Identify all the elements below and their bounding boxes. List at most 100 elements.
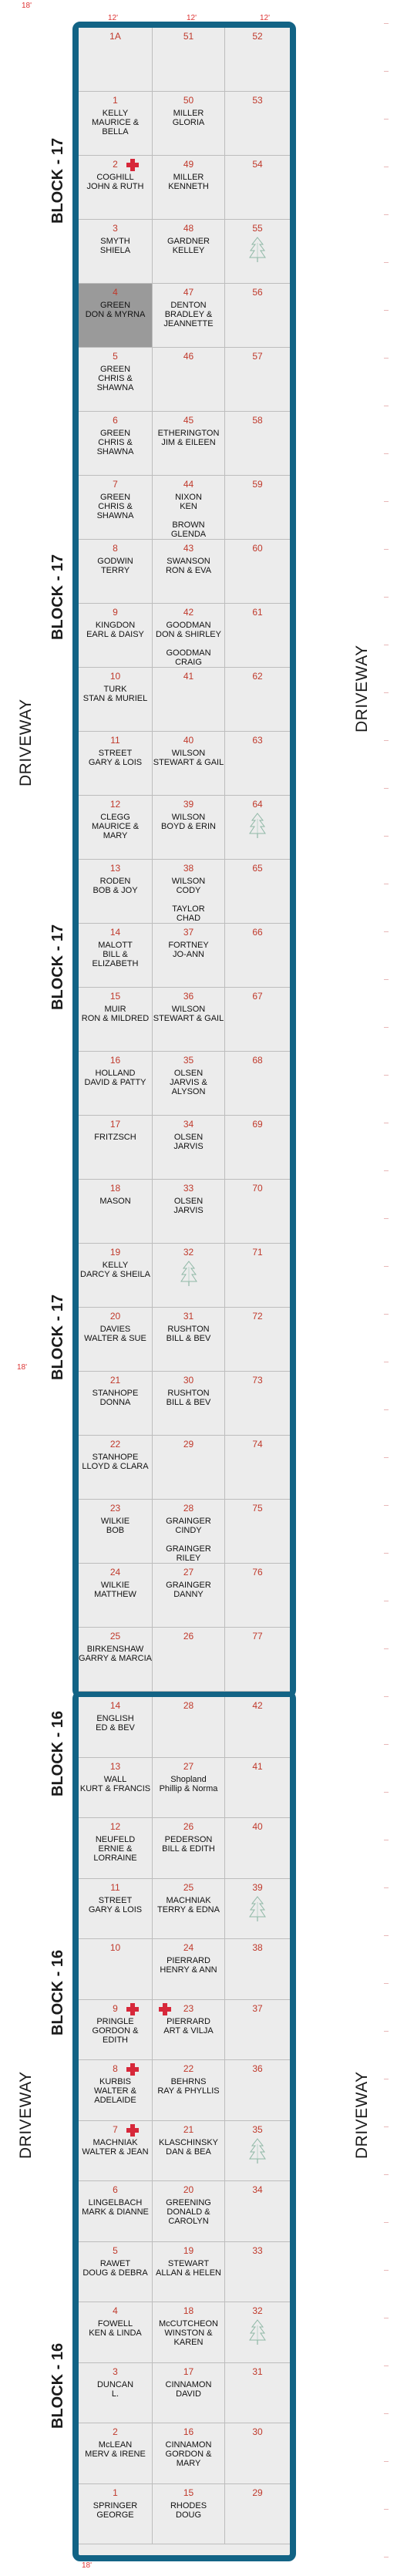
plot-block16-29[interactable]: 29 (225, 2483, 290, 2544)
plot-block16-11[interactable]: 11 STREET GARY & LOIS (79, 1878, 153, 1939)
plot-block17-57[interactable]: 57 (225, 348, 290, 412)
plot-block16-23[interactable]: 23 PIERRARD ART & VILJA (153, 1999, 225, 2060)
plot-block16-21[interactable]: 21 KLASCHINSKY DAN & BEA (153, 2120, 225, 2181)
plot-block17-53[interactable]: 53 (225, 92, 290, 156)
plot-block17-43[interactable]: 43 SWANSON RON & EVA (153, 540, 225, 604)
plot-block17-22[interactable]: 22 STANHOPE LLOYD & CLARA (79, 1436, 153, 1500)
plot-block17-73[interactable]: 73 (225, 1372, 290, 1436)
plot-block17-2[interactable]: 2 COGHILL JOHN & RUTH (79, 156, 153, 220)
plot-block17-60[interactable]: 60 (225, 540, 290, 604)
plot-block17-16[interactable]: 16 HOLLAND DAVID & PATTY (79, 1052, 153, 1116)
plot-block17-37[interactable]: 37 FORTNEY JO-ANN (153, 924, 225, 988)
plot-block17-17[interactable]: 17 FRITZSCH (79, 1116, 153, 1180)
plot-block17-54[interactable]: 54 (225, 156, 290, 220)
plot-block17-5[interactable]: 5 GREEN CHRIS & SHAWNA (79, 348, 153, 412)
plot-block17-64[interactable]: 64 (225, 796, 290, 860)
plot-block17-70[interactable]: 70 (225, 1180, 290, 1244)
plot-block16-31[interactable]: 31 (225, 2362, 290, 2423)
plot-block16-37[interactable]: 37 (225, 1999, 290, 2060)
plot-block17-24[interactable]: 24 WILKIE MATTHEW (79, 1564, 153, 1628)
plot-block16-40[interactable]: 40 (225, 1818, 290, 1879)
plot-block17-15[interactable]: 15 MUIR RON & MILDRED (79, 988, 153, 1052)
plot-block17-26[interactable]: 26 (153, 1628, 225, 1692)
plot-block16-15[interactable]: 15 RHODES DOUG (153, 2483, 225, 2544)
plot-block16-36[interactable]: 36 (225, 2060, 290, 2121)
plot-block16-4[interactable]: 4 FOWELL KEN & LINDA (79, 2302, 153, 2363)
plot-block16-5[interactable]: 5 RAWET DOUG & DEBRA (79, 2241, 153, 2302)
plot-block17-52[interactable]: 52 (225, 28, 290, 92)
plot-block17-30[interactable]: 30 RUSHTON BILL & BEV (153, 1372, 225, 1436)
plot-block17-27[interactable]: 27 GRAINGER DANNY (153, 1564, 225, 1628)
plot-block16-33[interactable]: 33 (225, 2241, 290, 2302)
plot-block17-47[interactable]: 47 DENTON BRADLEY & JEANNETTE (153, 284, 225, 348)
plot-block16-20[interactable]: 20 GREENING DONALD & CAROLYN (153, 2181, 225, 2242)
plot-block16-30[interactable]: 30 (225, 2423, 290, 2484)
plot-block16-14[interactable]: 14 ENGLISH ED & BEV (79, 1697, 153, 1758)
plot-block17-32[interactable]: 32 (153, 1244, 225, 1308)
plot-block17-34[interactable]: 34 OLSEN JARVIS (153, 1116, 225, 1180)
plot-block17-77[interactable]: 77 (225, 1628, 290, 1692)
plot-block16-1[interactable]: 1 SPRINGER GEORGE (79, 2483, 153, 2544)
plot-block17-58[interactable]: 58 (225, 412, 290, 476)
plot-block16-3[interactable]: 3 DUNCAN L. (79, 2362, 153, 2423)
plot-block17-75[interactable]: 75 (225, 1500, 290, 1564)
plot-block17-74[interactable]: 74 (225, 1436, 290, 1500)
plot-block17-8[interactable]: 8 GODWIN TERRY (79, 540, 153, 604)
plot-block17-55[interactable]: 55 (225, 220, 290, 284)
plot-block17-33[interactable]: 33 OLSEN JARVIS (153, 1180, 225, 1244)
plot-block16-26[interactable]: 26 PEDERSON BILL & EDITH (153, 1818, 225, 1879)
plot-block17-11[interactable]: 11 STREET GARY & LOIS (79, 732, 153, 796)
plot-block17-18[interactable]: 18 MASON (79, 1180, 153, 1244)
plot-block17-59[interactable]: 59 (225, 476, 290, 540)
plot-block17-14[interactable]: 14 MALOTT BILL & ELIZABETH (79, 924, 153, 988)
plot-block17-45[interactable]: 45 ETHERINGTON JIM & EILEEN (153, 412, 225, 476)
plot-block17-25[interactable]: 25 BIRKENSHAW GARRY & MARCIA (79, 1628, 153, 1692)
plot-block16-39[interactable]: 39 (225, 1878, 290, 1939)
plot-block16-24[interactable]: 24 PIERRARD HENRY & ANN (153, 1939, 225, 2000)
plot-block17-46[interactable]: 46 (153, 348, 225, 412)
plot-block16-12[interactable]: 12 NEUFELD ERNIE & LORRAINE (79, 1818, 153, 1879)
plot-block16-13[interactable]: 13 WALL KURT & FRANCIS (79, 1757, 153, 1818)
plot-block17-66[interactable]: 66 (225, 924, 290, 988)
plot-block17-19[interactable]: 19 KELLY DARCY & SHEILA (79, 1244, 153, 1308)
plot-block17-29[interactable]: 29 (153, 1436, 225, 1500)
plot-block17-20[interactable]: 20 DAVIES WALTER & SUE (79, 1308, 153, 1372)
plot-block17-42[interactable]: 42 GOODMAN DON & SHIRLEY GOODMAN CRAIG (153, 604, 225, 668)
plot-block17-63[interactable]: 63 (225, 732, 290, 796)
plot-block17-50[interactable]: 50 MILLER GLORIA (153, 92, 225, 156)
plot-block17-40[interactable]: 40 WILSON STEWART & GAIL (153, 732, 225, 796)
plot-block17-44[interactable]: 44 NIXON KEN BROWN GLENDA (153, 476, 225, 540)
plot-block17-1[interactable]: 1 KELLY MAURICE & BELLA (79, 92, 153, 156)
plot-block17-3[interactable]: 3 SMYTH SHIELA (79, 220, 153, 284)
plot-block17-56[interactable]: 56 (225, 284, 290, 348)
plot-block17-39[interactable]: 39 WILSON BOYD & ERIN (153, 796, 225, 860)
plot-block17-28[interactable]: 28 GRAINGER CINDY GRAINGER RILEY (153, 1500, 225, 1564)
plot-block16-16[interactable]: 16 CINNAMON GORDON & MARY (153, 2423, 225, 2484)
plot-block17-35[interactable]: 35 OLSEN JARVIS & ALYSON (153, 1052, 225, 1116)
plot-block17-71[interactable]: 71 (225, 1244, 290, 1308)
plot-block16-19[interactable]: 19 STEWART ALLAN & HELEN (153, 2241, 225, 2302)
plot-block17-13[interactable]: 13 RODEN BOB & JOY (79, 860, 153, 924)
plot-block16-42[interactable]: 42 (225, 1697, 290, 1758)
plot-block16-38[interactable]: 38 (225, 1939, 290, 2000)
plot-block16-28[interactable]: 28 (153, 1697, 225, 1758)
plot-block16-2[interactable]: 2 McLEAN MERV & IRENE (79, 2423, 153, 2484)
plot-block16-10[interactable]: 10 (79, 1939, 153, 2000)
plot-block17-4[interactable]: 4 GREEN DON & MYRNA (79, 284, 153, 348)
plot-block17-38[interactable]: 38 WILSON CODY TAYLOR CHAD (153, 860, 225, 924)
plot-block16-27[interactable]: 27 Shopland Phillip & Norma (153, 1757, 225, 1818)
plot-block17-61[interactable]: 61 (225, 604, 290, 668)
plot-block17-49[interactable]: 49 MILLER KENNETH (153, 156, 225, 220)
plot-block17-23[interactable]: 23 WILKIE BOB (79, 1500, 153, 1564)
plot-block16-41[interactable]: 41 (225, 1757, 290, 1818)
plot-block16-25[interactable]: 25 MACHNIAK TERRY & EDNA (153, 1878, 225, 1939)
plot-block16-6[interactable]: 6 LINGELBACH MARK & DIANNE (79, 2181, 153, 2242)
plot-block17-67[interactable]: 67 (225, 988, 290, 1052)
plot-block17-69[interactable]: 69 (225, 1116, 290, 1180)
plot-block16-18[interactable]: 18 McCUTCHEON WINSTON & KAREN (153, 2302, 225, 2363)
plot-block16-35[interactable]: 35 (225, 2120, 290, 2181)
plot-block17-12[interactable]: 12 CLEGG MAURICE & MARY (79, 796, 153, 860)
plot-block16-17[interactable]: 17 CINNAMON DAVID (153, 2362, 225, 2423)
plot-block17-6[interactable]: 6 GREEN CHRIS & SHAWNA (79, 412, 153, 476)
plot-block17-65[interactable]: 65 (225, 860, 290, 924)
